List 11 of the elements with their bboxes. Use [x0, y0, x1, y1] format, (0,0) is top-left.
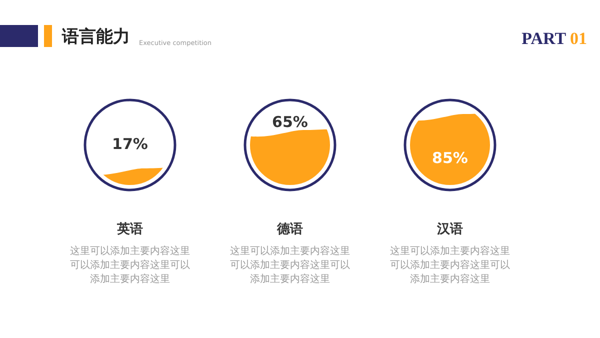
- data-label: 85%: [432, 149, 468, 168]
- text: 语言能力: [61, 27, 130, 47]
- data-label: 17%: [112, 135, 148, 154]
- text: 这里可以添加主要内容这里可以添加主要内容这里可以添加主要内容这里: [70, 245, 190, 285]
- text: 这里可以添加主要内容这里可以添加主要内容这里可以添加主要内容这里: [390, 245, 510, 285]
- category-label: 英语: [116, 222, 143, 237]
- text: PART 01: [522, 29, 587, 48]
- category-label: 汉语: [436, 222, 463, 237]
- text: 这里可以添加主要内容这里可以添加主要内容这里可以添加主要内容这里: [230, 245, 350, 285]
- category-label: 德语: [276, 222, 303, 237]
- data-label: 65%: [272, 113, 308, 132]
